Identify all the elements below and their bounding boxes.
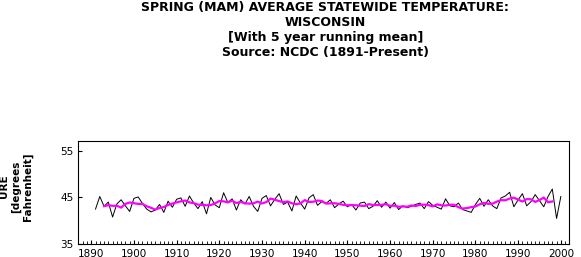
Text: TEMPERAT
URE
[degrees
Fahrenheit]: TEMPERAT URE [degrees Fahrenheit] <box>0 152 33 221</box>
Text: SPRING (MAM) AVERAGE STATEWIDE TEMPERATURE:
WISCONSIN
[With 5 year running mean]: SPRING (MAM) AVERAGE STATEWIDE TEMPERATU… <box>141 1 510 59</box>
